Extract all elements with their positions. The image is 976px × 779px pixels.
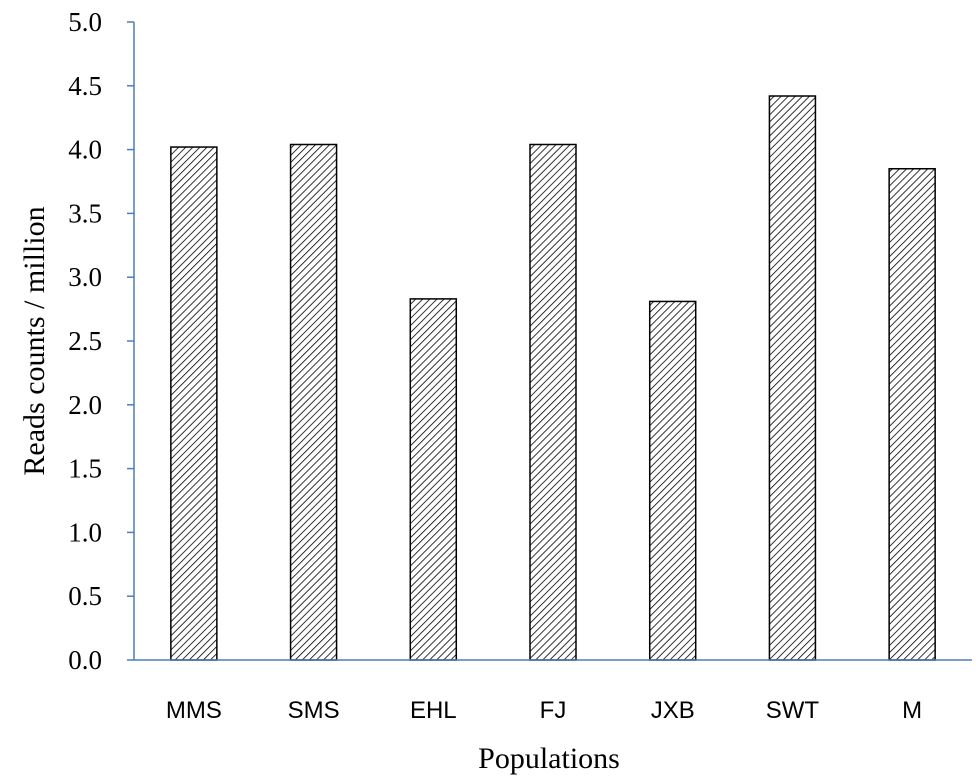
- y-tick-label: 2.5: [68, 326, 102, 356]
- y-tick-label: 2.0: [68, 390, 102, 420]
- bar-ehl: [409, 298, 458, 661]
- x-category-label: JXB: [651, 697, 695, 724]
- y-tick-label: 3.5: [68, 198, 102, 228]
- y-tick-label: 1.5: [68, 454, 102, 484]
- x-category-label: M: [902, 697, 922, 724]
- bar-fj: [529, 143, 577, 661]
- y-axis-title: Reads counts / million: [18, 206, 51, 475]
- y-ticks-group: 0.0 0.5 1.0 1.5 2.0 2.5 3.0 3.5 4.0 4.5 5.0: [68, 7, 134, 675]
- bar-m: [888, 167, 936, 661]
- y-tick-label: 4.5: [68, 71, 102, 101]
- x-category-label: MMS: [166, 697, 222, 724]
- bar-swt: [768, 95, 817, 661]
- y-tick-label: 0.5: [68, 581, 102, 611]
- bar-sms: [289, 143, 338, 661]
- y-tick-label: 4.0: [68, 135, 102, 165]
- x-axis-title: Populations: [478, 742, 620, 775]
- y-tick-label: 0.0: [68, 645, 102, 675]
- y-tick-label: 3.0: [68, 262, 102, 292]
- x-category-labels: MMS SMS EHL FJ JXB SWT M: [166, 697, 922, 724]
- y-tick-label: 5.0: [68, 7, 102, 37]
- x-category-label: EHL: [410, 697, 457, 724]
- bar-mms: [170, 146, 218, 661]
- bar-jxb: [648, 300, 697, 661]
- x-category-label: FJ: [540, 697, 567, 724]
- y-tick-label: 1.0: [68, 517, 102, 547]
- x-category-label: SMS: [288, 697, 340, 724]
- x-category-label: SWT: [766, 697, 820, 724]
- bars-group: [170, 95, 936, 661]
